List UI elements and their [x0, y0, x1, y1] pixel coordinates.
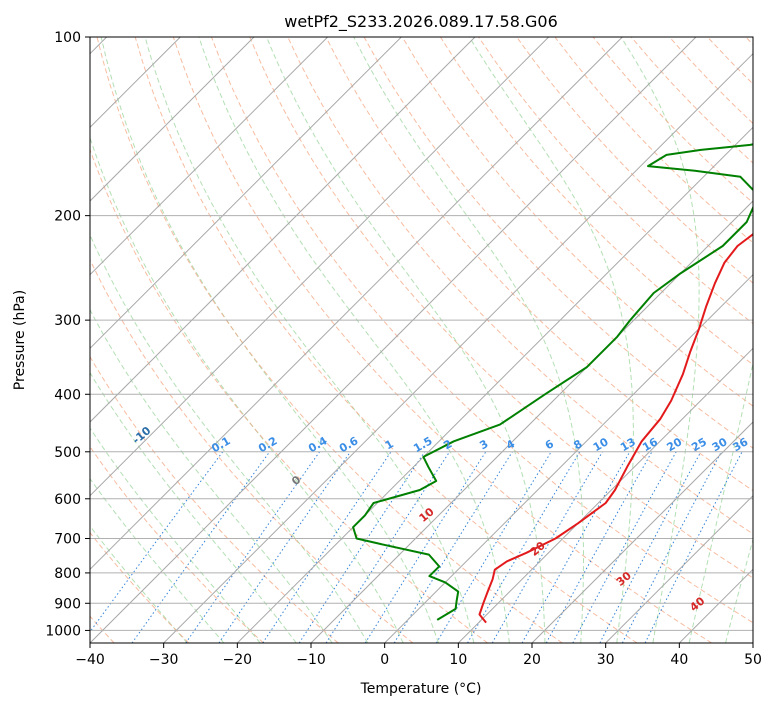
moist-adiabat	[620, 37, 700, 643]
mixing-ratio-line	[262, 451, 392, 643]
y-tick-label: 600	[54, 492, 81, 508]
moist-adiabat	[100, 37, 439, 643]
isotherm-line	[90, 37, 476, 423]
mixing-ratio-line	[325, 451, 451, 643]
isotherm-line	[236, 126, 753, 643]
mixing-ratio-line	[185, 451, 321, 643]
moist-adiabat	[90, 371, 297, 643]
isotherm-line	[90, 37, 402, 350]
plot-frame	[89, 36, 754, 644]
moist-adiabat	[90, 308, 333, 643]
moist-adiabat	[90, 477, 225, 643]
isotherm-line	[90, 37, 623, 571]
isotherm-line	[90, 37, 697, 643]
y-tick-label: 100	[54, 30, 81, 46]
dry-adiabat	[211, 37, 753, 624]
x-tick-label: 20	[523, 652, 541, 668]
mixing-ratio-line	[545, 451, 653, 643]
x-tick-label: −40	[75, 652, 105, 668]
profile-series-line	[478, 233, 753, 624]
isotherm-line	[605, 494, 753, 643]
isobar-gridlines	[90, 37, 753, 631]
y-tick-label: 700	[54, 532, 81, 548]
dry-adiabat	[439, 37, 753, 366]
isotherm-line	[90, 37, 550, 497]
y-tick-label: 500	[54, 445, 81, 461]
mixing-ratio-line	[298, 451, 426, 643]
mixing-ratio-line	[435, 451, 552, 643]
dry-adiabat	[90, 148, 488, 643]
moist-adiabat	[90, 136, 404, 643]
moist-adiabat	[90, 427, 261, 643]
isotherm-line	[90, 37, 329, 276]
mixing-ratio-line	[521, 451, 631, 643]
isotherm-line	[163, 52, 753, 643]
mixing-ratio-lines	[90, 451, 743, 643]
dry-adiabat	[90, 531, 190, 643]
y-tick-label: 300	[54, 313, 81, 329]
mixing-ratio-line	[644, 451, 743, 643]
moist-adiabat	[90, 233, 369, 643]
profiles	[352, 143, 753, 624]
dry-adiabats	[90, 37, 753, 643]
x-tick-label: −20	[223, 652, 253, 668]
mixing-ratio-line	[599, 451, 702, 643]
mixing-ratio-line	[90, 451, 224, 633]
isotherm-line	[90, 37, 255, 202]
y-tick-label: 400	[54, 387, 81, 403]
y-axis-ticks: 100 200 300 400 500 600 700 800 900 1000	[45, 30, 90, 639]
x-tick-label: 10	[449, 652, 467, 668]
skewed-isotherms	[90, 37, 753, 643]
moist-adiabats	[90, 37, 753, 643]
dry-adiabat	[90, 445, 264, 643]
moist-adiabat	[725, 537, 753, 643]
mixing-ratio-line	[572, 451, 677, 643]
mixing-ratio-line	[218, 451, 351, 643]
dry-adiabat	[90, 355, 339, 643]
x-tick-label: 50	[744, 652, 762, 668]
moist-adiabat	[144, 37, 475, 643]
y-tick-label: 200	[54, 209, 81, 225]
chart-title: wetPf2_S233.2026.089.17.58.G06	[284, 12, 558, 32]
plot-area: 0.10.20.40.611.52346810131620253036-100-…	[90, 37, 753, 643]
isotherm-line	[384, 273, 753, 643]
profile-series-line	[352, 143, 753, 621]
y-tick-label: 900	[54, 596, 81, 612]
moist-adiabat	[266, 37, 546, 643]
dry-adiabat	[516, 37, 753, 284]
dry-adiabat	[96, 37, 563, 643]
x-tick-label: 40	[670, 652, 688, 668]
x-tick-label: 0	[380, 652, 389, 668]
x-axis-title: Temperature (°C)	[360, 681, 482, 697]
mixing-ratio-line	[131, 451, 271, 643]
dry-adiabat	[134, 37, 638, 643]
dry-adiabat	[172, 37, 712, 643]
isotherm-line	[531, 421, 753, 643]
moist-adiabat	[688, 360, 753, 643]
x-tick-label: −10	[296, 652, 326, 668]
x-tick-label: 30	[597, 652, 615, 668]
mixing-ratio-line	[364, 451, 487, 643]
x-axis-ticks: −40 −30 −20 −10 0 10 20 30 40 50	[75, 643, 762, 668]
dry-adiabat	[401, 37, 753, 407]
isotherm-line	[457, 347, 753, 643]
y-axis-title: Pressure (hPa)	[12, 290, 28, 390]
x-tick-label: −30	[149, 652, 179, 668]
moist-adiabat	[353, 37, 584, 643]
y-tick-label: 1000	[45, 623, 81, 639]
dry-adiabat	[249, 37, 753, 579]
y-tick-label: 800	[54, 566, 81, 582]
dry-adiabat	[325, 37, 753, 492]
moist-adiabat	[198, 37, 510, 643]
